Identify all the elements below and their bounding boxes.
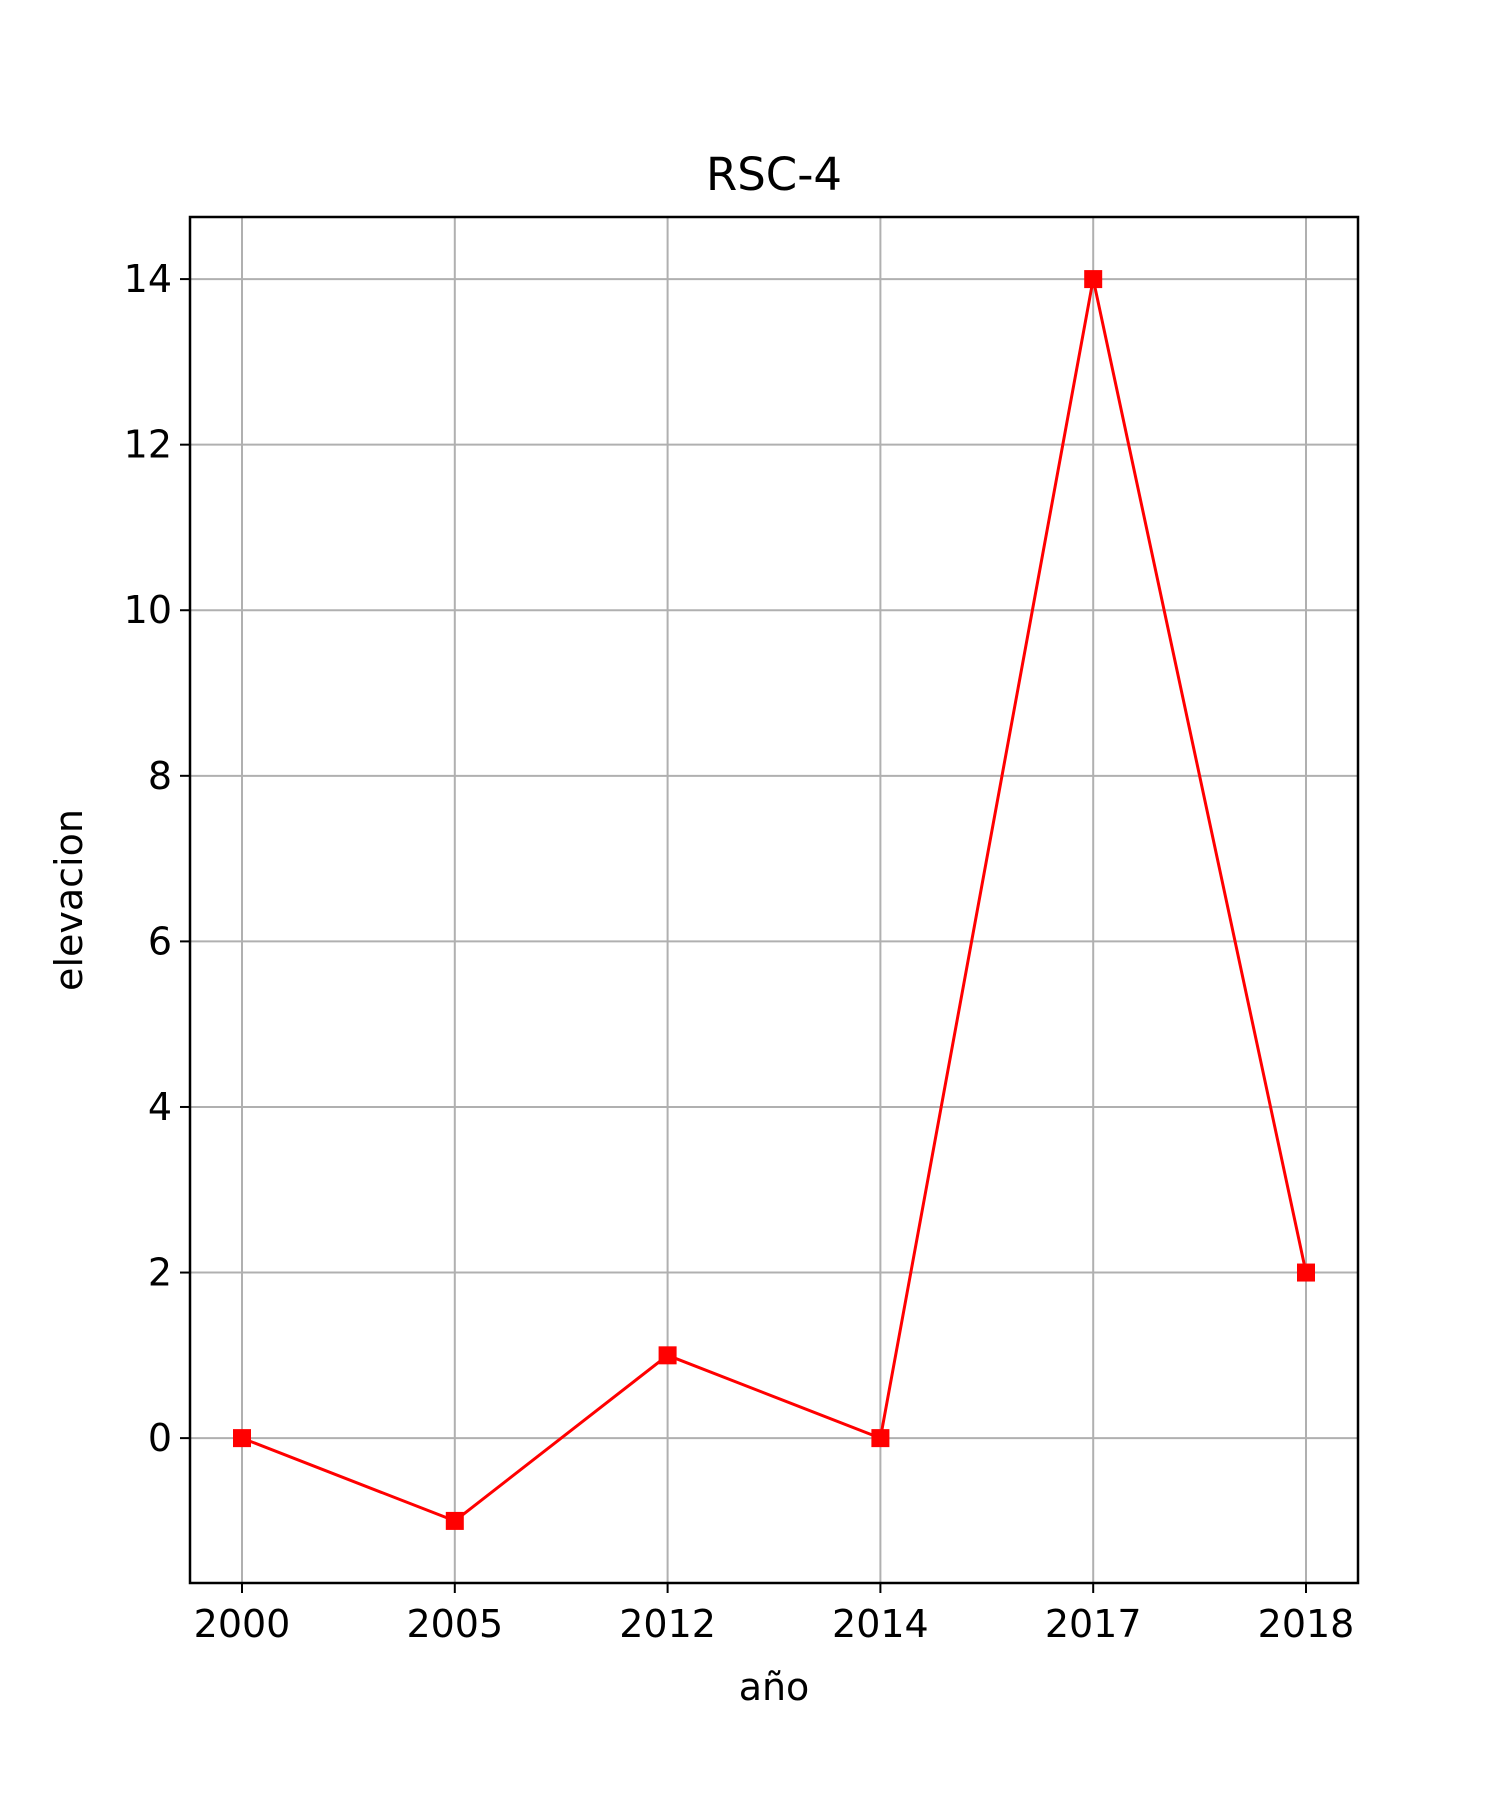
data-point-marker xyxy=(658,1346,677,1365)
x-tick-label: 2018 xyxy=(1258,1602,1355,1646)
axis-ticks: 2000 2005 2012 2014 2017 2018 0 2 4 6 8 10 12 14 xyxy=(124,257,1355,1646)
y-tick-label: 14 xyxy=(124,257,172,301)
x-axis-label: año xyxy=(739,1665,810,1709)
series-layer xyxy=(233,270,1315,1530)
chart-title: RSC-4 xyxy=(706,148,842,201)
series-line xyxy=(241,277,1308,1523)
data-point-marker xyxy=(445,1511,464,1530)
y-tick-label: 8 xyxy=(148,754,172,798)
y-tick-label: 6 xyxy=(148,919,172,963)
y-axis-label: elevacion xyxy=(47,809,91,991)
x-tick-label: 2005 xyxy=(406,1602,503,1646)
y-tick-label: 12 xyxy=(124,423,172,467)
data-point-marker xyxy=(871,1429,890,1448)
x-tick-label: 2000 xyxy=(194,1602,291,1646)
data-point-marker xyxy=(1084,270,1103,289)
data-point-marker xyxy=(1297,1263,1315,1282)
y-tick-label: 10 xyxy=(124,588,172,632)
x-tick-label: 2012 xyxy=(619,1602,716,1646)
x-tick-label: 2014 xyxy=(832,1602,929,1646)
x-tick-label: 2017 xyxy=(1045,1602,1142,1646)
grid xyxy=(190,217,1358,1583)
plot-frame xyxy=(188,215,1360,1585)
data-point-marker xyxy=(233,1429,251,1448)
y-tick-label: 4 xyxy=(148,1085,172,1129)
y-tick-label: 0 xyxy=(148,1416,172,1460)
y-tick-label: 2 xyxy=(148,1251,172,1295)
